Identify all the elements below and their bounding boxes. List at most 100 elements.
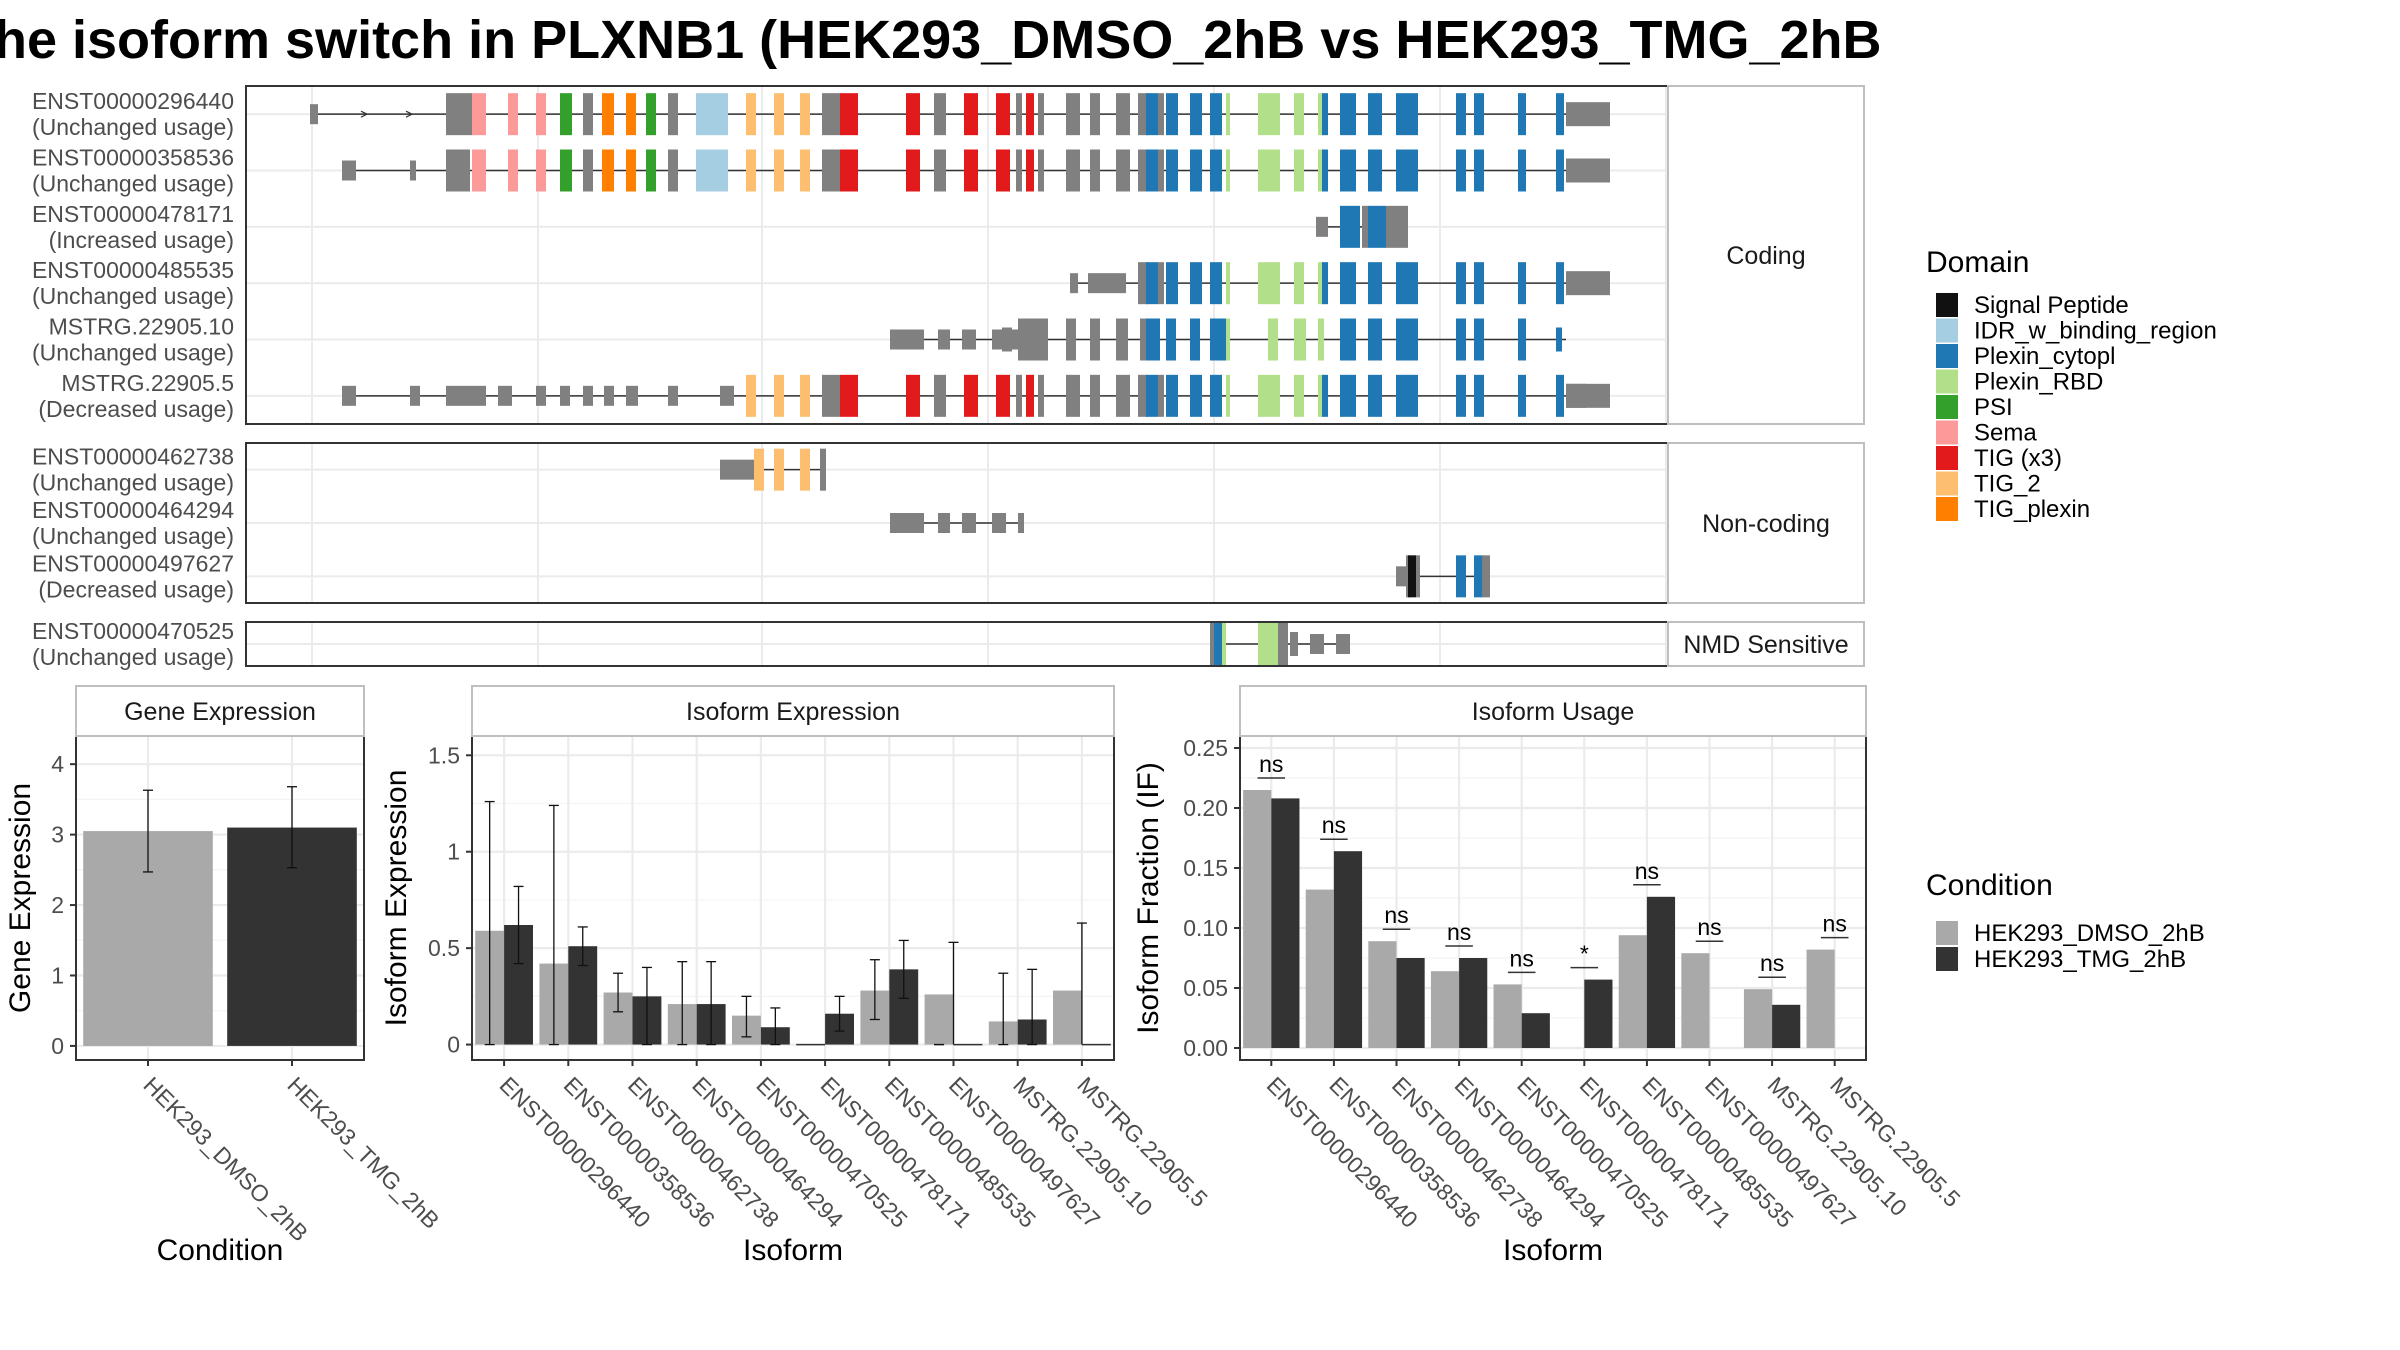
coding-exon: [1294, 262, 1304, 305]
isoform-structure-plot: ENST00000296440(Unchanged usage)ENST0000…: [32, 85, 1865, 670]
category-strip-label: Non-coding: [1702, 510, 1830, 538]
significance-label: ns: [1384, 902, 1408, 928]
legend-label: IDR_w_binding_region: [1974, 318, 2217, 345]
coding-exon: [800, 149, 810, 192]
coding-exon: [1066, 149, 1080, 192]
coding-exon: [696, 93, 728, 136]
coding-exon: [1474, 318, 1484, 361]
transcript-id-label: MSTRG.22905.5: [61, 370, 234, 396]
x-axis-label: Isoform: [743, 1234, 843, 1267]
bar: [924, 994, 954, 1045]
y-tick-label: 0.00: [1183, 1035, 1228, 1061]
x-axis-label: Condition: [157, 1234, 284, 1267]
coding-exon: [906, 374, 920, 417]
coding-exon: [1258, 374, 1280, 417]
coding-exon: [1226, 374, 1230, 417]
y-tick-label: 2: [51, 892, 64, 918]
bar: [1271, 798, 1300, 1048]
coding-exon: [1340, 205, 1360, 248]
legend-label: TIG_plexin: [1974, 496, 2090, 523]
coding-exon: [1138, 262, 1148, 305]
coding-exon: [964, 93, 978, 136]
utr-exon: [962, 329, 976, 350]
coding-exon: [906, 93, 920, 136]
coding-exon: [1258, 93, 1280, 136]
coding-exon: [1166, 374, 1178, 417]
coding-exon: [1090, 318, 1100, 361]
coding-exon: [1016, 149, 1022, 192]
coding-exon: [1556, 93, 1564, 136]
coding-exon: [1322, 374, 1328, 417]
coding-exon: [1158, 374, 1164, 417]
coding-exon: [1210, 374, 1222, 417]
utr-exon: [498, 385, 512, 406]
coding-exon: [446, 149, 470, 192]
utr-exon: [410, 385, 420, 406]
coding-exon: [1318, 262, 1324, 305]
bar: [1646, 896, 1676, 1048]
coding-exon: [1038, 149, 1044, 192]
coding-exon: [1474, 149, 1484, 192]
coding-exon: [1386, 205, 1408, 248]
utr-exon: [668, 385, 678, 406]
coding-exon: [1026, 374, 1034, 417]
utr-exon: [890, 513, 924, 533]
coding-exon: [1210, 149, 1222, 192]
coding-exon: [996, 93, 1010, 136]
utr-exon: [446, 385, 486, 406]
utr-exon: [1396, 566, 1406, 587]
coding-exon: [1138, 149, 1148, 192]
coding-exon: [508, 93, 518, 136]
coding-exon: [1518, 262, 1526, 305]
y-tick-label: 0: [51, 1033, 64, 1059]
y-tick-label: 0: [447, 1032, 460, 1058]
significance-label: *: [1580, 941, 1589, 967]
bar: [1396, 958, 1425, 1048]
coding-exon: [1066, 374, 1080, 417]
coding-exon: [1190, 149, 1202, 192]
coding-exon: [1322, 93, 1328, 136]
bar: [1681, 953, 1710, 1048]
isoform-usage-chart: 0.00 0.05 0.10 0.15 0.20 0.25 ns ns ns ns ns * ns ns n…: [1132, 685, 1966, 1267]
significance-label: ns: [1322, 812, 1346, 838]
coding-exon: [1138, 374, 1148, 417]
coding-exon: [1038, 93, 1044, 136]
transcript-usage-label: (Unchanged usage): [32, 470, 234, 496]
utr-exon: [342, 160, 356, 181]
utr-exon: [560, 385, 570, 406]
transcript-id-label: MSTRG.22905.10: [49, 314, 234, 340]
transcript-id-label: ENST00000464294: [32, 497, 234, 523]
bar: [1584, 979, 1613, 1048]
utr-exon: [583, 385, 593, 406]
y-tick-label: 1: [447, 839, 460, 865]
coding-exon: [1002, 327, 1012, 352]
utr-exon: [962, 513, 976, 533]
coding-exon: [1340, 262, 1356, 305]
significance-label: ns: [1259, 751, 1283, 777]
coding-exon: [840, 93, 848, 136]
bar: [1618, 935, 1647, 1048]
coding-exon: [822, 93, 840, 136]
transcript-usage-label: (Unchanged usage): [32, 644, 234, 670]
legend-swatch: [1936, 293, 1958, 317]
isoform-expression-chart: 00.511.5ENST00000296440ENST00000358536EN…: [380, 685, 1213, 1267]
bar: [1243, 790, 1272, 1048]
transcript-id-label: ENST00000497627: [32, 550, 234, 576]
strand-arrow: [360, 110, 369, 118]
transcript-id-label: ENST00000462738: [32, 444, 234, 470]
coding-exon: [472, 93, 486, 136]
bar: [1368, 941, 1397, 1048]
coding-exon: [1318, 374, 1324, 417]
transcript-usage-label: (Unchanged usage): [32, 340, 234, 366]
title-strip: [75, 685, 365, 737]
coding-exon: [1026, 149, 1034, 192]
utr-exon: [938, 513, 950, 533]
coding-exon: [934, 374, 946, 417]
coding-exon: [1290, 632, 1298, 656]
coding-exon: [1116, 318, 1128, 361]
structure-panel-bg: [246, 86, 1668, 424]
coding-exon: [848, 374, 858, 417]
coding-exon: [1066, 318, 1076, 361]
